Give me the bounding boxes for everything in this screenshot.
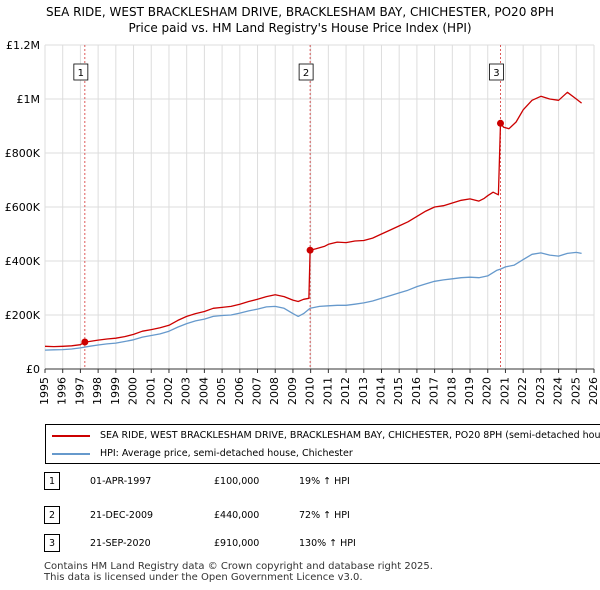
sale-price: £100,000 <box>214 476 260 487</box>
x-tick-label: 2000 <box>127 377 140 405</box>
sale-marker-label: 1 <box>78 68 84 79</box>
sale-number: 2 <box>44 506 60 524</box>
chart-title: SEA RIDE, WEST BRACKLESHAM DRIVE, BRACKL… <box>45 5 555 19</box>
x-tick-label: 2016 <box>410 377 423 405</box>
x-tick-label: 2023 <box>534 377 547 405</box>
price-line <box>44 91 582 348</box>
x-tick-label: 1999 <box>109 377 122 405</box>
x-tick-label: 1996 <box>56 377 69 405</box>
x-tick-label: 2018 <box>445 377 458 405</box>
x-tick-label: 2001 <box>144 377 157 405</box>
x-tick-label: 1998 <box>91 377 104 405</box>
y-tick-label: £400K <box>5 255 41 268</box>
sale-hpi-change: 19% ↑ HPI <box>299 476 350 487</box>
legend-label-hpi: HPI: Average price, semi-detached house,… <box>100 448 353 459</box>
sale-price: £440,000 <box>214 510 260 521</box>
legend-swatch-hpi <box>52 453 90 455</box>
y-tick-label: £600K <box>5 201 41 214</box>
x-tick-label: 2017 <box>428 377 441 405</box>
sale-number: 1 <box>44 472 60 490</box>
x-tick-label: 2019 <box>463 377 476 405</box>
x-tick-label: 2024 <box>552 377 565 405</box>
sale-marker-label: 2 <box>303 68 309 79</box>
x-tick-label: 2007 <box>251 377 264 405</box>
x-tick-label: 2025 <box>569 377 582 405</box>
x-tick-label: 2015 <box>392 377 405 405</box>
x-tick-label: 2021 <box>498 377 511 405</box>
sale-date: 21-DEC-2009 <box>90 510 154 521</box>
x-tick-label: 2026 <box>587 377 600 405</box>
sale-date: 01-APR-1997 <box>90 476 152 487</box>
price-chart: 1995 1996 1997 1998 1999 2000 2001 2002 2003 2004… <box>5 39 600 405</box>
x-tick-label: 2008 <box>268 377 281 405</box>
legend-swatch-price <box>52 435 90 437</box>
x-tick-label: 2006 <box>233 377 246 405</box>
sale-marker-box <box>73 63 89 81</box>
x-tick-label: 2012 <box>339 377 352 405</box>
x-tick-label: 1997 <box>73 377 86 405</box>
x-tick-label: 1995 <box>38 377 51 405</box>
sale-marker-box <box>298 63 314 81</box>
y-tick-label: £1M <box>17 93 41 106</box>
y-tick-label: £200K <box>5 309 41 322</box>
x-tick-label: 2005 <box>215 377 228 405</box>
sale-point <box>306 246 314 254</box>
y-tick-label: £1.2M <box>6 39 40 52</box>
y-tick-label: £800K <box>5 147 41 160</box>
x-tick-label: 2010 <box>304 377 317 405</box>
x-tick-label: 2004 <box>197 377 210 405</box>
legend-label-price: SEA RIDE, WEST BRACKLESHAM DRIVE, BRACKL… <box>100 430 600 441</box>
chart-legend: SEA RIDE, WEST BRACKLESHAM DRIVE, BRACKL… <box>45 424 600 464</box>
sale-price: £910,000 <box>214 538 260 549</box>
license-notice: This data is licensed under the Open Gov… <box>44 572 363 583</box>
x-tick-label: 2003 <box>180 377 193 405</box>
sale-marker-label: 3 <box>493 68 499 79</box>
x-tick-label: 2009 <box>286 377 299 405</box>
x-tick-label: 2022 <box>516 377 529 405</box>
copyright-notice: Contains HM Land Registry data © Crown c… <box>44 561 433 572</box>
y-tick-label: £0 <box>26 363 40 376</box>
x-tick-label: 2014 <box>374 377 387 405</box>
sale-number: 3 <box>44 534 60 552</box>
sale-hpi-change: 130% ↑ HPI <box>299 538 356 549</box>
x-tick-label: 2020 <box>481 377 494 405</box>
sale-hpi-change: 72% ↑ HPI <box>299 510 350 521</box>
hpi-line <box>44 251 582 351</box>
x-tick-label: 2011 <box>321 377 334 405</box>
sale-point <box>81 338 89 346</box>
sale-marker-box <box>489 63 504 81</box>
chart-subtitle: Price paid vs. HM Land Registry's House … <box>128 21 472 35</box>
sale-date: 21-SEP-2020 <box>90 538 151 549</box>
x-tick-label: 2002 <box>162 377 175 405</box>
x-tick-label: 2013 <box>357 377 370 405</box>
sale-point <box>496 119 504 127</box>
